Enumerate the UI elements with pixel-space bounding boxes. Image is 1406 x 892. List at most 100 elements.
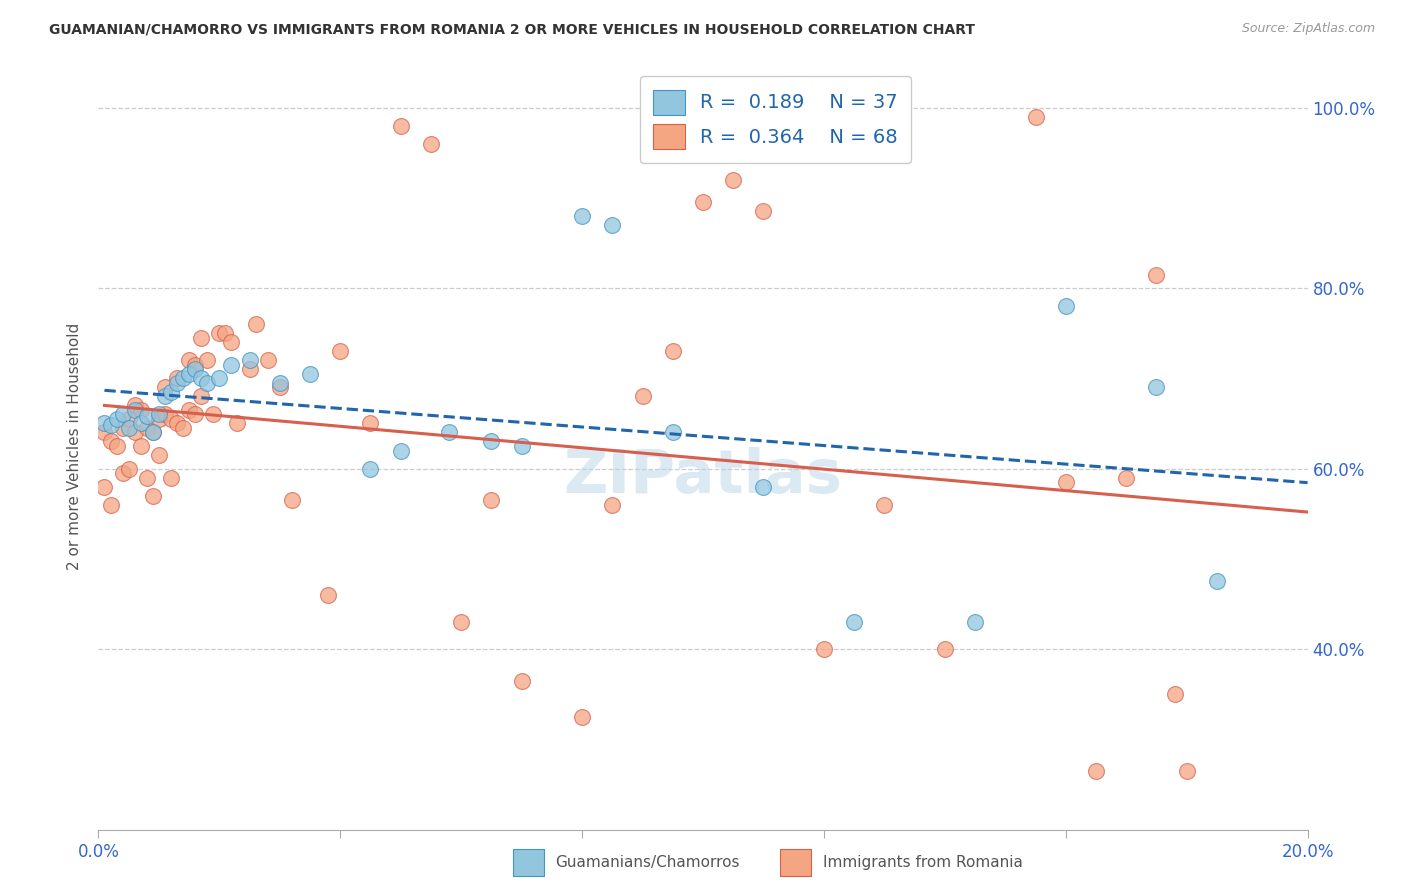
Point <box>111 466 134 480</box>
Point <box>124 403 146 417</box>
Point <box>100 498 122 512</box>
Text: Source: ZipAtlas.com: Source: ZipAtlas.com <box>1241 22 1375 36</box>
Point <box>124 425 146 440</box>
Point <box>179 353 201 368</box>
Point <box>100 418 122 433</box>
Point <box>111 408 134 422</box>
Point <box>195 353 218 368</box>
Point <box>239 362 262 376</box>
Point <box>226 417 249 431</box>
Point <box>420 136 443 151</box>
Point <box>256 353 278 368</box>
Point <box>1115 470 1137 484</box>
Point <box>299 367 322 381</box>
Text: Immigrants from Romania: Immigrants from Romania <box>823 855 1022 870</box>
Point <box>389 443 412 458</box>
Point <box>1144 268 1167 282</box>
Point <box>148 448 170 462</box>
Point <box>1175 764 1198 778</box>
Point <box>124 398 146 412</box>
Point <box>661 344 683 359</box>
Point <box>631 389 654 403</box>
Point <box>93 425 115 440</box>
Point <box>661 425 683 440</box>
Point <box>360 417 382 431</box>
Point <box>195 376 218 390</box>
Point <box>389 119 412 133</box>
Point <box>1024 110 1046 124</box>
Point <box>135 421 157 435</box>
Y-axis label: 2 or more Vehicles in Household: 2 or more Vehicles in Household <box>67 322 83 570</box>
Point <box>142 425 165 440</box>
Point <box>118 412 141 426</box>
Point <box>93 417 115 431</box>
Point <box>481 434 503 449</box>
Text: ZIPatlas: ZIPatlas <box>564 447 842 506</box>
Point <box>184 362 207 376</box>
Point <box>450 615 472 629</box>
Point <box>437 425 460 440</box>
Point <box>329 344 352 359</box>
Point <box>202 408 225 422</box>
Point <box>100 434 122 449</box>
Text: GUAMANIAN/CHAMORRO VS IMMIGRANTS FROM ROMANIA 2 OR MORE VEHICLES IN HOUSEHOLD CO: GUAMANIAN/CHAMORRO VS IMMIGRANTS FROM RO… <box>49 22 976 37</box>
Point <box>269 376 291 390</box>
Point <box>105 412 128 426</box>
Text: Guamanians/Chamorros: Guamanians/Chamorros <box>555 855 740 870</box>
Point <box>208 371 231 385</box>
Point <box>160 412 183 426</box>
Point <box>1085 764 1108 778</box>
Point <box>221 335 243 350</box>
Point <box>873 498 896 512</box>
Point <box>118 461 141 475</box>
Point <box>166 371 188 385</box>
Point <box>179 403 201 417</box>
Point <box>813 642 835 657</box>
Point <box>965 615 987 629</box>
Point <box>510 439 533 453</box>
Point <box>166 417 188 431</box>
Point <box>153 389 176 403</box>
Point <box>129 417 152 431</box>
Point <box>316 588 339 602</box>
Point <box>118 421 141 435</box>
Point <box>602 498 624 512</box>
Point <box>510 673 533 688</box>
Point <box>93 480 115 494</box>
Point <box>142 489 165 503</box>
Point <box>179 367 201 381</box>
Point <box>190 389 212 403</box>
Point <box>172 371 194 385</box>
Point <box>142 425 165 440</box>
Point <box>190 371 212 385</box>
Point <box>172 421 194 435</box>
Point <box>129 439 152 453</box>
Point <box>360 461 382 475</box>
Point <box>221 358 243 372</box>
Point <box>245 317 267 331</box>
Point <box>844 615 866 629</box>
Point <box>602 218 624 232</box>
Point <box>153 380 176 394</box>
Point <box>934 642 956 657</box>
Point <box>571 209 593 223</box>
Point <box>269 380 291 394</box>
Point <box>1163 687 1185 701</box>
Point <box>214 326 236 341</box>
Point <box>481 493 503 508</box>
Point <box>1054 475 1077 489</box>
Point <box>148 408 170 422</box>
Legend: R =  0.189    N = 37, R =  0.364    N = 68: R = 0.189 N = 37, R = 0.364 N = 68 <box>640 76 911 163</box>
Point <box>184 358 207 372</box>
Point <box>166 376 188 390</box>
Point <box>153 408 176 422</box>
Point <box>752 480 775 494</box>
Point <box>723 173 745 187</box>
Point <box>184 408 207 422</box>
Point <box>129 403 152 417</box>
Point <box>160 384 183 399</box>
Point <box>1144 380 1167 394</box>
Point <box>281 493 304 508</box>
Point <box>1054 299 1077 313</box>
Point <box>571 710 593 724</box>
